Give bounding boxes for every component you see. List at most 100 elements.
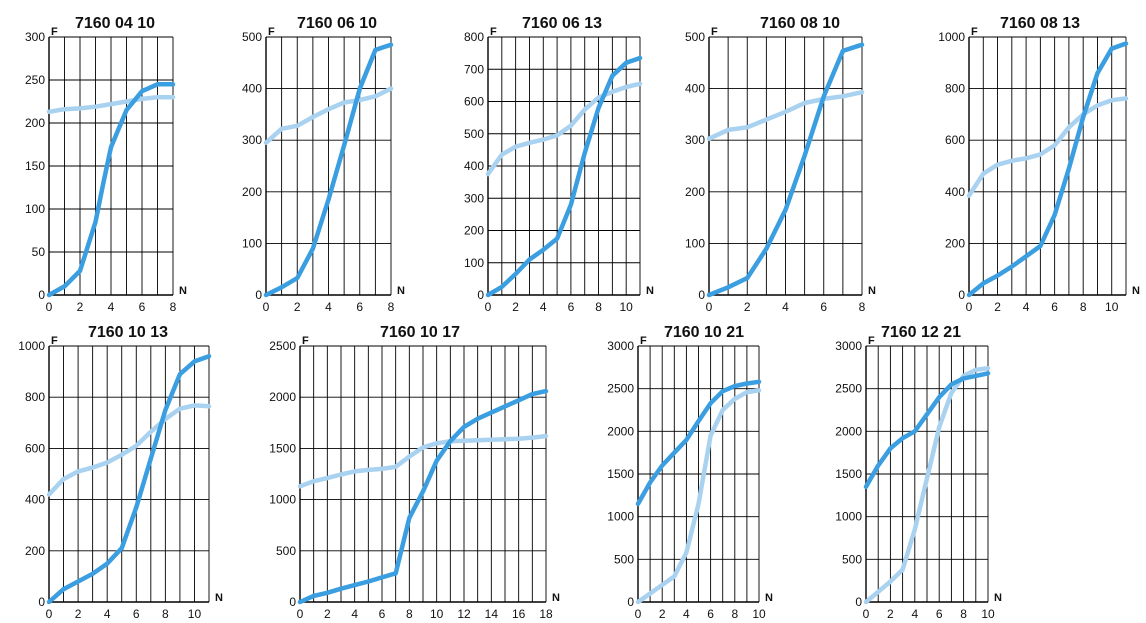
x-tick-label: 8 [859, 300, 866, 314]
y-tick-label: 800 [464, 30, 484, 44]
y-tick-label: 100 [242, 236, 262, 250]
y-tick-label: 300 [464, 191, 484, 205]
y-axis-label: F [640, 335, 647, 347]
chart-title: 7160 08 10 [760, 15, 840, 32]
x-tick-label: 0 [46, 300, 53, 314]
y-axis-label: F [711, 26, 718, 38]
y-tick-label: 700 [464, 62, 484, 76]
chart-title: 7160 06 13 [522, 15, 602, 32]
chart-4: 0 100 200 300 400 500 0 2 4 6 8 F N 7160 08 10 [685, 15, 876, 314]
y-tick-label: 600 [25, 441, 45, 455]
x-tick-label: 4 [1023, 300, 1030, 314]
x-tick-label: 0 [263, 300, 270, 314]
y-tick-label: 0 [38, 288, 45, 302]
series-line-dark [966, 41, 1129, 298]
x-tick-label: 14 [485, 607, 499, 621]
y-tick-label: 0 [698, 288, 705, 302]
x-axis-label: N [1132, 285, 1140, 297]
x-tick-label: 4 [782, 300, 789, 314]
x-axis-label: N [994, 592, 1002, 604]
x-tick-label: 4 [911, 607, 918, 621]
y-tick-label: 200 [685, 185, 705, 199]
chart-2: 0 100 200 300 400 500 0 2 4 6 8 F N 7160 06 10 [242, 15, 405, 314]
y-tick-label: 300 [242, 133, 262, 147]
y-tick-label: 50 [32, 245, 46, 259]
y-tick-label: 100 [685, 236, 705, 250]
x-tick-label: 8 [1080, 300, 1087, 314]
y-tick-label: 1000 [269, 493, 296, 507]
x-tick-label: 10 [188, 607, 202, 621]
x-tick-label: 8 [170, 300, 177, 314]
y-tick-label: 500 [842, 552, 862, 566]
x-tick-label: 18 [539, 607, 553, 621]
y-tick-label: 500 [464, 127, 484, 141]
y-tick-label: 2500 [607, 382, 634, 396]
x-tick-label: 6 [133, 607, 140, 621]
x-tick-label: 10 [1105, 300, 1119, 314]
y-axis-label: F [490, 26, 497, 38]
y-tick-label: 2500 [269, 339, 296, 353]
y-tick-label: 800 [25, 390, 45, 404]
y-tick-label: 400 [945, 185, 965, 199]
chart-title: 7160 08 13 [1000, 15, 1080, 32]
x-tick-label: 6 [936, 607, 943, 621]
x-axis-label: N [765, 592, 773, 604]
x-tick-label: 4 [683, 607, 690, 621]
y-tick-label: 0 [289, 595, 296, 609]
y-tick-label: 200 [242, 185, 262, 199]
x-tick-label: 2 [324, 607, 331, 621]
y-tick-label: 200 [464, 224, 484, 238]
y-tick-label: 1500 [835, 467, 862, 481]
y-tick-label: 500 [685, 30, 705, 44]
series-line-light [706, 89, 865, 141]
x-tick-label: 2 [294, 300, 301, 314]
y-tick-label: 1000 [835, 510, 862, 524]
y-axis-label: F [971, 26, 978, 38]
chart-7: 0 500 1000 1500 2000 2500 0 2 4 6 8 10 12 14 16 18 F N 716… [269, 324, 560, 621]
series-line-dark [635, 379, 762, 507]
chart-title: 7160 12 21 [881, 324, 961, 341]
x-tick-label: 10 [430, 607, 444, 621]
y-tick-label: 2000 [607, 424, 634, 438]
series-line-dark [863, 371, 991, 490]
x-axis-label: N [397, 285, 405, 297]
x-tick-label: 0 [46, 607, 53, 621]
x-tick-label: 0 [485, 300, 492, 314]
chart-1: 0 50 100 150 200 250 300 0 2 4 6 8 F N 7160 04 10 [25, 15, 187, 314]
x-tick-label: 10 [752, 607, 766, 621]
x-tick-label: 6 [820, 300, 827, 314]
series-line-dark [46, 353, 212, 605]
y-tick-label: 150 [25, 159, 45, 173]
series-line-dark [297, 388, 549, 605]
y-tick-label: 1500 [607, 467, 634, 481]
y-tick-label: 200 [25, 544, 45, 558]
series-line-dark [263, 42, 394, 298]
y-tick-label: 0 [38, 595, 45, 609]
x-tick-label: 6 [1051, 300, 1058, 314]
chart-9: 0 500 1000 1500 2000 2500 3000 0 2 4 6 8 10 F N 7160 12… [835, 324, 1002, 621]
x-tick-label: 6 [707, 607, 714, 621]
x-tick-label: 6 [356, 300, 363, 314]
x-tick-label: 10 [981, 607, 995, 621]
x-tick-label: 4 [325, 300, 332, 314]
x-axis-label: N [215, 592, 223, 604]
x-tick-label: 8 [406, 607, 413, 621]
x-tick-label: 6 [379, 607, 386, 621]
x-tick-label: 8 [162, 607, 169, 621]
y-tick-label: 400 [25, 493, 45, 507]
x-axis-label: N [868, 285, 876, 297]
x-tick-label: 2 [994, 300, 1001, 314]
x-tick-label: 8 [595, 300, 602, 314]
series-line-light [863, 365, 991, 605]
chart-title: 7160 04 10 [75, 15, 155, 32]
series-line-light [485, 81, 643, 177]
series-line-light [635, 388, 762, 605]
series-line-dark [485, 55, 643, 298]
y-axis-label: F [268, 26, 275, 38]
y-tick-label: 2000 [269, 390, 296, 404]
y-tick-label: 500 [614, 552, 634, 566]
chart-5: 0 200 400 600 800 1000 0 2 4 6 8 10 F N 7160 08 13 [938, 15, 1140, 314]
series-line-light [46, 94, 176, 115]
x-axis-label: N [646, 285, 654, 297]
